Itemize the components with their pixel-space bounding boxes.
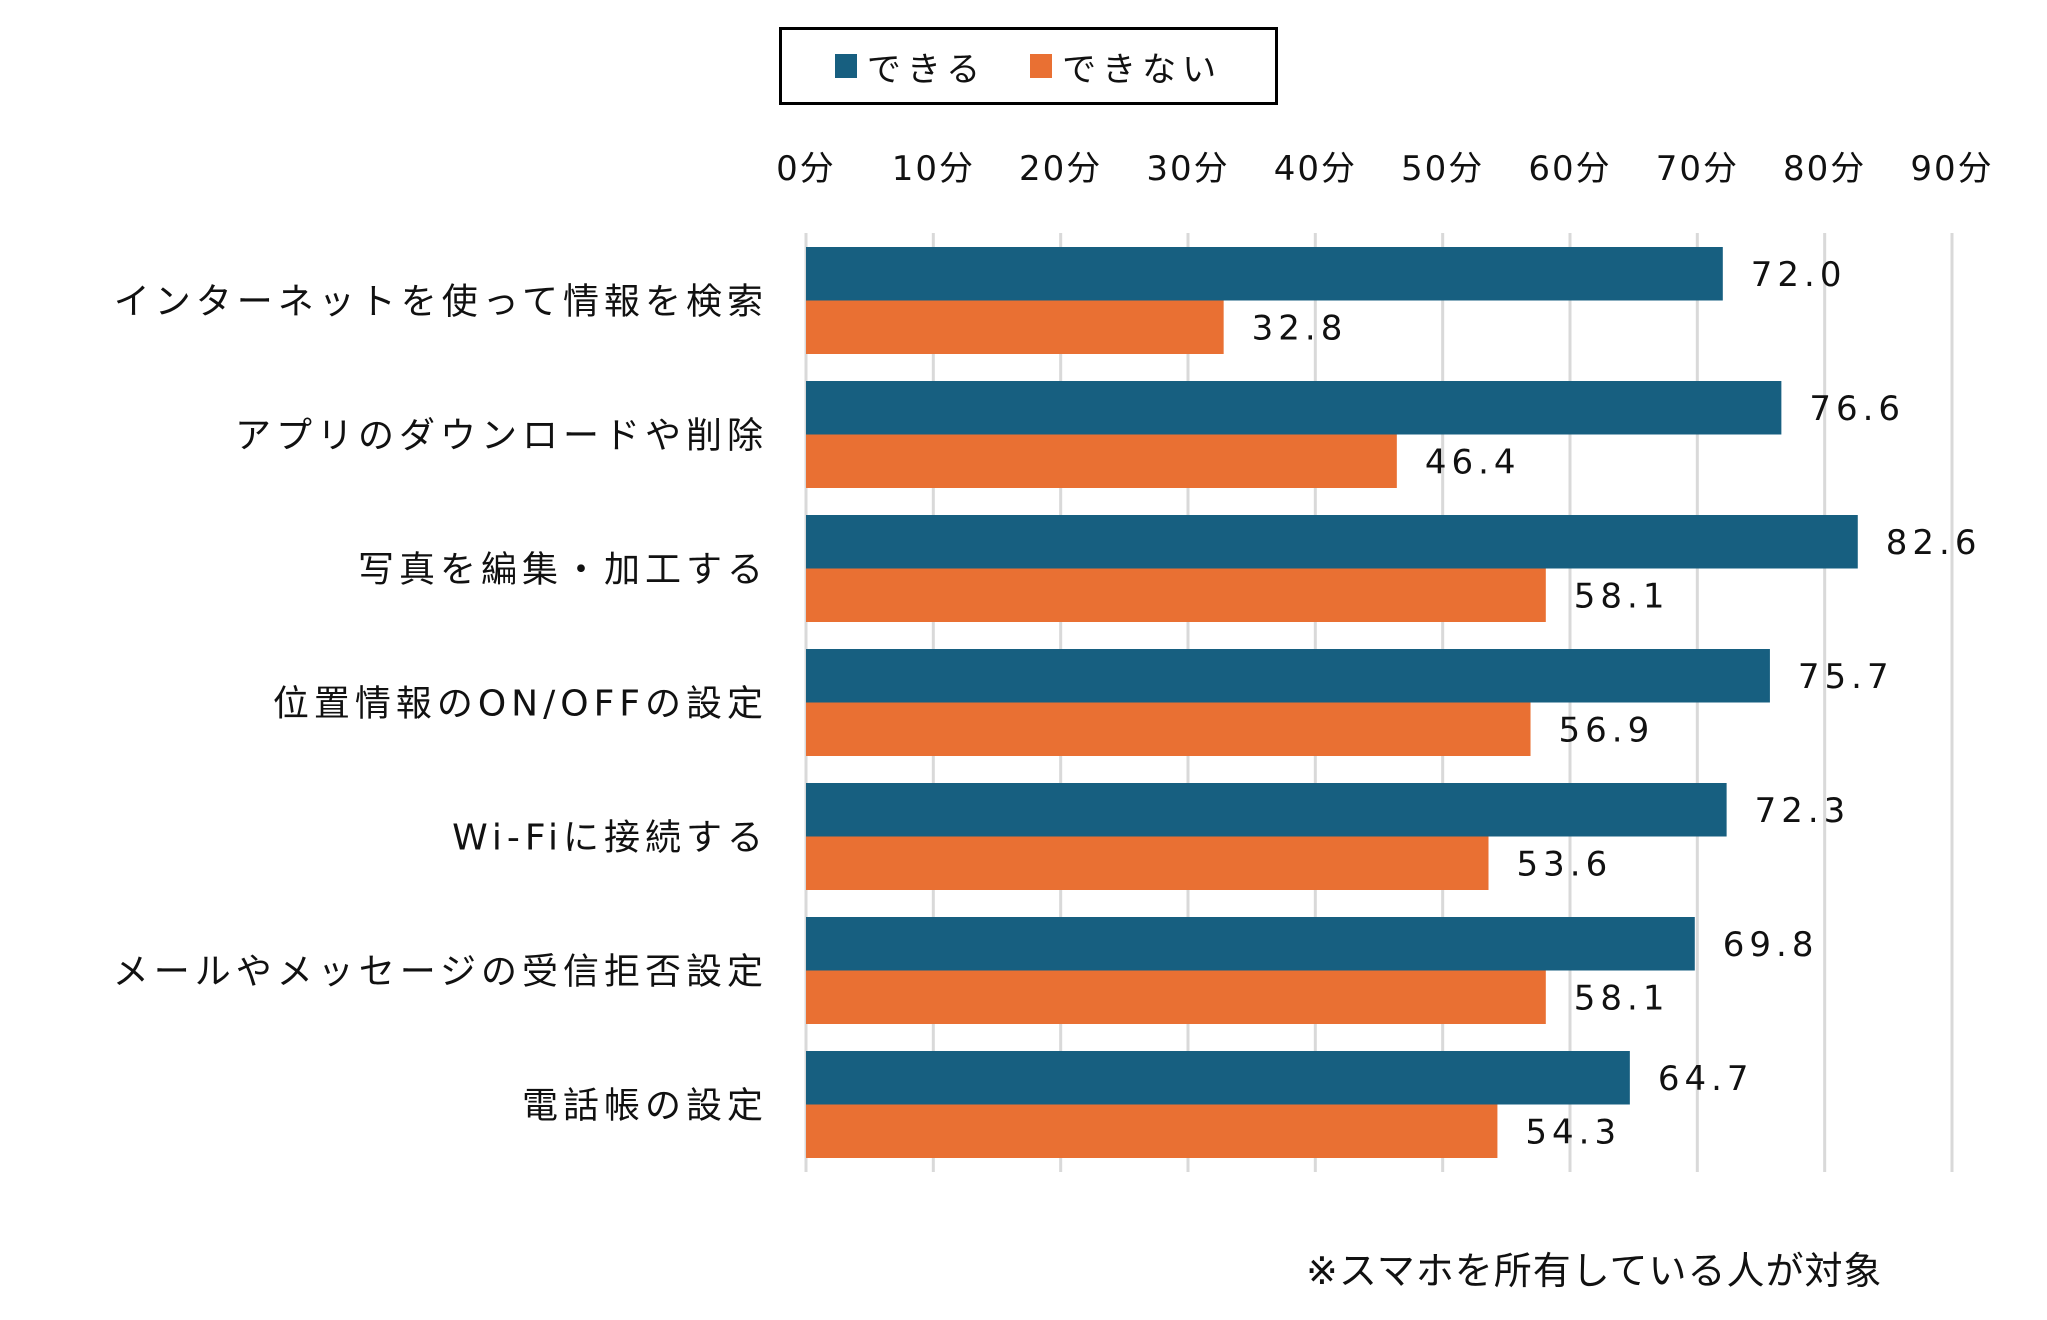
category-label: Wi-Fiに接続する (452, 818, 768, 859)
value-label: 76.6 (1809, 389, 1905, 429)
x-tick-label: 60分 (1528, 149, 1611, 189)
bar-dekinai (806, 836, 1489, 890)
x-tick-label: 90分 (1910, 149, 1993, 189)
value-label: 69.8 (1723, 925, 1819, 965)
x-tick-label: 70分 (1656, 149, 1739, 189)
value-label: 72.0 (1751, 255, 1847, 295)
value-label: 56.9 (1559, 710, 1655, 750)
legend-item-dekiru: できる (834, 42, 987, 91)
category-label: 電話帳の設定 (522, 1086, 768, 1127)
x-tick-label: 20分 (1019, 149, 1102, 189)
bar-dekiru (806, 247, 1723, 301)
category-label: 位置情報のON/OFFの設定 (273, 684, 768, 725)
value-label: 46.4 (1425, 442, 1521, 482)
legend-item-dekinai: できない (1030, 42, 1222, 91)
bar-dekinai (806, 1104, 1498, 1158)
value-label: 32.8 (1252, 308, 1348, 348)
value-label: 58.1 (1574, 978, 1670, 1018)
bar-dekinai (806, 434, 1397, 488)
bar-dekinai (806, 300, 1224, 354)
x-tick-label: 50分 (1401, 149, 1484, 189)
value-label: 72.3 (1755, 791, 1851, 831)
value-label: 82.6 (1886, 523, 1982, 563)
value-label: 64.7 (1658, 1059, 1754, 1099)
category-labels: インターネットを使って情報を検索アプリのダウンロードや削除写真を編集・加工する位… (113, 282, 768, 1127)
bar-dekinai (806, 970, 1546, 1024)
category-label: アプリのダウンロードや削除 (235, 416, 768, 457)
x-axis-tick-labels: 0分 10分 20分 30分 40分 50分 60分 70分 80分 90分 (776, 149, 1993, 189)
bar-dekiru (806, 917, 1695, 971)
x-tick-label: 10分 (892, 149, 975, 189)
bar-dekinai (806, 702, 1531, 756)
category-label: インターネットを使って情報を検索 (114, 282, 768, 323)
chart-legend: できる できない (779, 27, 1278, 105)
category-label: 写真を編集・加工する (358, 550, 768, 591)
bar-dekiru (806, 381, 1782, 435)
category-label: メールやメッセージの受信拒否設定 (113, 952, 768, 993)
value-label: 53.6 (1517, 844, 1613, 884)
bar-dekiru (806, 515, 1858, 569)
legend-swatch-dekinai (1030, 54, 1053, 78)
value-label: 58.1 (1574, 576, 1670, 616)
x-tick-label: 0分 (776, 149, 836, 189)
bar-dekinai (806, 568, 1546, 622)
x-tick-label: 80分 (1783, 149, 1866, 189)
value-labels: 72.0 32.8 76.6 46.4 82.6 58.1 75.7 56.9 72.3 53.6… (1252, 255, 1982, 1153)
footnote: ※スマホを所有している人が対象 (1306, 1249, 1883, 1293)
bars (806, 247, 1858, 1158)
bar-dekiru (806, 649, 1770, 703)
bar-dekiru (806, 783, 1727, 837)
value-label: 75.7 (1798, 657, 1894, 697)
value-label: 54.3 (1525, 1112, 1621, 1152)
x-tick-label: 30分 (1146, 149, 1229, 189)
x-tick-label: 40分 (1274, 149, 1357, 189)
bar-dekiru (806, 1051, 1630, 1105)
legend-label-dekiru: できる (866, 49, 987, 90)
legend-swatch-dekiru (834, 54, 857, 78)
legend-label-dekinai: できない (1062, 49, 1223, 90)
